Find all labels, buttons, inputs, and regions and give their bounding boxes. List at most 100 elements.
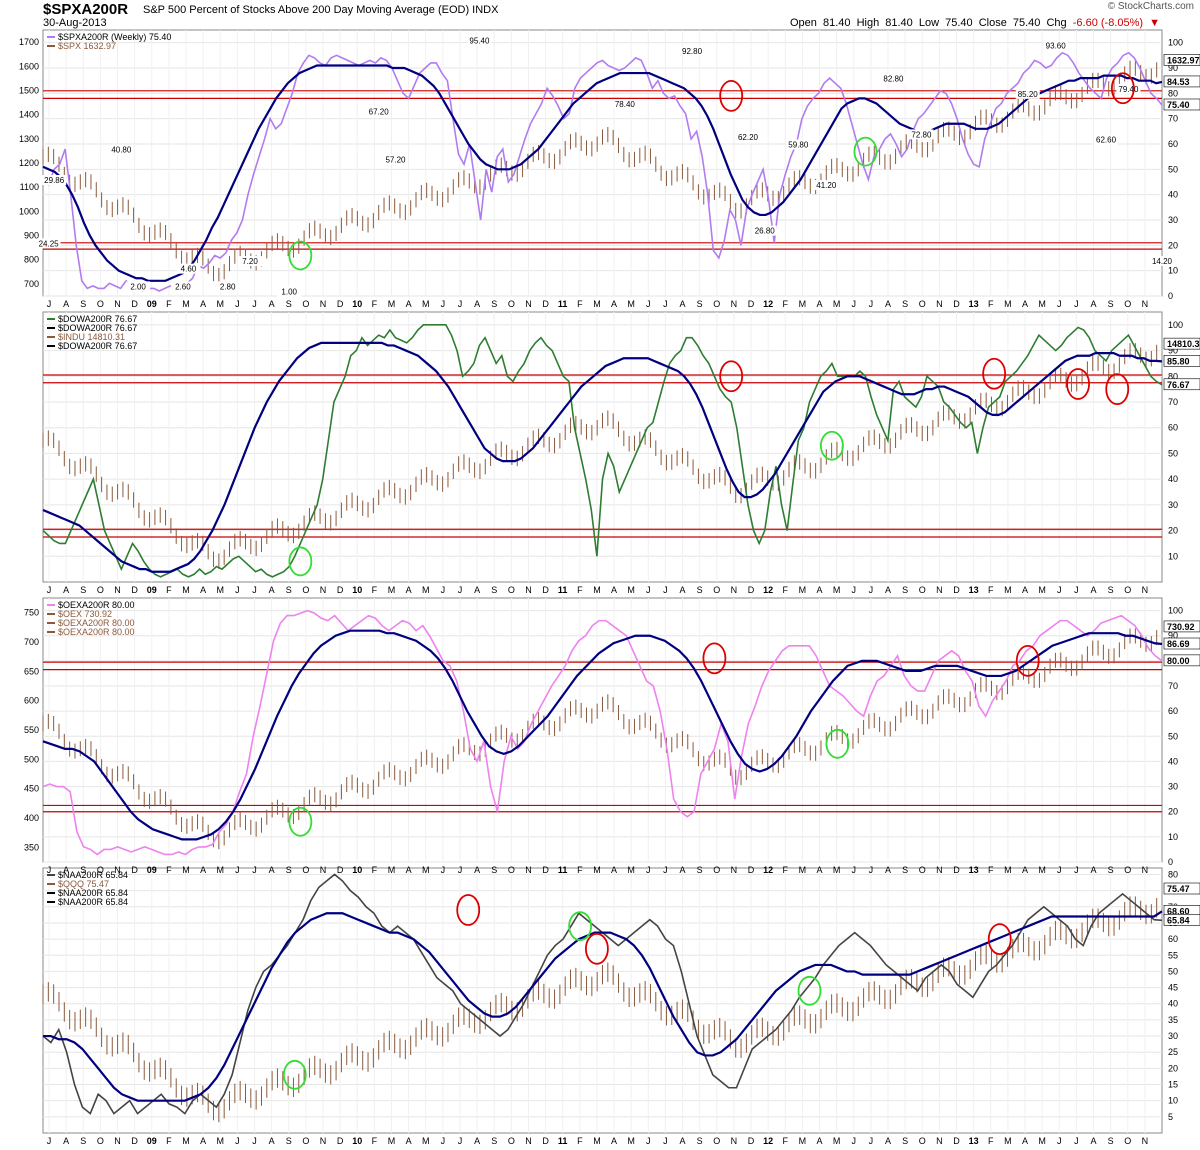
data-label: 67.20 [369,108,390,117]
x-tick-label: O [1124,1136,1131,1146]
data-label-bg [277,286,302,297]
x-tick-label: M [627,1136,635,1146]
x-tick-label: N [1142,585,1149,595]
data-label-bg [735,131,760,142]
x-tick-label: N [320,865,327,875]
legend-entry: $OEXA200R 80.00 [58,627,135,637]
x-tick-label: S [902,299,908,309]
x-tick-label: D [953,585,960,595]
x-tick-label: D [953,1136,960,1146]
x-tick-label: J [1057,865,1062,875]
x-tick-label: N [731,1136,738,1146]
x-tick-label: J [869,299,874,309]
panel-frame [42,597,1163,863]
x-tick-label: S [286,1136,292,1146]
data-label-bg [1094,134,1119,145]
left-tick-label: 350 [24,842,39,852]
red-circle [719,79,744,112]
legend-entry: $OEX 730.92 [58,609,112,619]
x-tick-label: F [166,865,172,875]
x-tick-label: D [337,1136,344,1146]
x-tick-label: N [525,299,532,309]
legend-entry: $INDU 14810.31 [58,332,125,342]
green-circle [288,546,313,577]
open-label: Open [790,17,817,29]
x-tick-label: D [953,865,960,875]
x-tick-label: O [97,299,104,309]
right-tick-label: 25 [1168,1047,1178,1057]
x-tick-label: D [131,585,138,595]
x-tick-label: A [1022,865,1028,875]
left-tick-label: 1500 [19,85,39,95]
brand-label[interactable]: © StockCharts.com [1107,1,1194,12]
x-tick-label: F [988,585,994,595]
x-tick-label: A [269,1136,275,1146]
x-tick-label: N [1142,1136,1149,1146]
data-label-bg [109,144,134,155]
x-tick-label: A [885,1136,891,1146]
value-tag-box [1163,637,1200,650]
x-tick-label: J [646,1136,651,1146]
x-tick-label: D [337,585,344,595]
data-label-bg [42,175,67,185]
x-tick-label: J [1074,299,1079,309]
x-tick-label: N [320,585,327,595]
value-tag-box [1163,75,1200,88]
x-tick-label: M [833,865,841,875]
x-tick-label: 11 [558,585,568,595]
red-circle [719,360,744,393]
x-tick-label: O [302,865,309,875]
data-label-bg [126,281,151,292]
x-tick-label: M [216,299,224,309]
right-tick-label: 5 [1168,1112,1173,1122]
x-tick-label: M [627,865,635,875]
left-tick-label: 550 [24,725,39,735]
x-tick-label: M [182,1136,190,1146]
right-tick-label: 90 [1168,346,1178,356]
data-label: 40.80 [111,146,132,155]
x-tick-label: M [799,1136,807,1146]
x-tick-label: A [406,865,412,875]
x-tick-label: J [646,585,651,595]
x-tick-label: D [748,585,755,595]
data-label: 78.40 [615,100,636,109]
right-tick-label: 20 [1168,240,1178,250]
right-tick-label: 40 [1168,190,1178,200]
x-tick-label: N [320,299,327,309]
left-tick-label: 900 [24,231,39,241]
x-tick-label: J [1074,1136,1079,1146]
data-label: 93.60 [1046,42,1067,51]
x-tick-label: 10 [352,865,362,875]
data-label-bg [1015,88,1040,99]
x-tick-label: S [902,1136,908,1146]
x-tick-label: M [182,299,190,309]
value-tag: 1632.97 [1167,55,1200,65]
data-label-bg [238,256,263,267]
x-tick-label: M [388,1136,396,1146]
x-tick-label: 10 [352,299,362,309]
x-tick-label: N [731,299,738,309]
x-tick-label: F [783,299,789,309]
data-label: 24.25 [39,239,60,248]
x-tick-label: M [593,585,601,595]
data-label: 62.20 [738,133,759,142]
x-tick-label: M [422,299,430,309]
x-tick-label: S [80,865,86,875]
value-tag: 65.84 [1167,915,1190,925]
left-tick-label: 650 [24,666,39,676]
right-tick-label: 60 [1168,706,1178,716]
x-tick-label: A [269,585,275,595]
x-tick-label: A [611,585,617,595]
x-tick-label: A [885,865,891,875]
x-tick-label: A [63,865,69,875]
value-tag: 68.60 [1167,906,1190,916]
green-circle [288,806,313,837]
low-label: Low [918,17,940,29]
right-tick-label: 0 [1168,857,1173,867]
x-tick-label: J [458,1136,463,1146]
symbol-title: $SPXA200R [43,1,129,18]
x-tick-label: F [988,299,994,309]
data-label: 41.20 [816,181,837,190]
x-tick-label: A [611,865,617,875]
x-axis-4: J A S O N D 09 F M A M J J A S O N D 10 F M A M J J A S O N D 11 F M A M J J… [47,1136,1148,1146]
